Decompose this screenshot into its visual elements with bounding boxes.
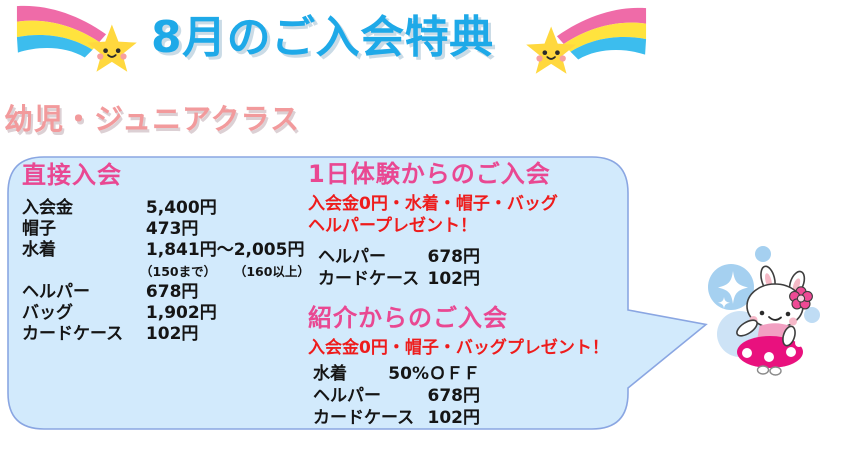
gift-description: 入会金0円・水着・帽子・バッグ ヘルパープレゼント！ bbox=[308, 193, 558, 237]
price-row: 入会金 5,400円 bbox=[22, 198, 312, 219]
price-label: ヘルパー bbox=[313, 386, 381, 406]
class-heading: 幼児・ジュニアクラス bbox=[4, 102, 300, 136]
price-label: カードケース bbox=[313, 408, 415, 428]
price-label: バッグ bbox=[22, 303, 73, 323]
section-direct-enrollment: 直接入会 入会金 5,400円 帽子 473円 水着 1,841円～2,005円… bbox=[22, 161, 312, 345]
price-label: カードケース bbox=[318, 269, 420, 289]
price-label: カードケース bbox=[22, 324, 124, 344]
price-label: 帽子 bbox=[22, 219, 56, 239]
price-row: ヘルパー 678円 bbox=[308, 246, 480, 268]
price-label: 入会金 bbox=[22, 198, 73, 218]
shooting-star-icon bbox=[526, 7, 647, 74]
price-value: 678円 bbox=[427, 247, 481, 267]
price-value: 1,902円 bbox=[145, 303, 217, 323]
price-row: カードケース 102円 bbox=[308, 268, 480, 290]
price-value: 102円 bbox=[427, 269, 481, 289]
gift-line: 入会金0円・水着・帽子・バッグ bbox=[308, 194, 558, 214]
price-row: 水着 50%ＯＦＦ bbox=[308, 363, 480, 385]
speech-bubble bbox=[7, 156, 708, 430]
price-row: 帽子 473円 bbox=[22, 219, 312, 240]
gift-line: ヘルパープレゼント！ bbox=[308, 216, 477, 236]
price-value: 102円 bbox=[145, 324, 199, 344]
section-heading: 直接入会 bbox=[22, 161, 122, 189]
page-title: 8月のご入会特典 bbox=[151, 12, 494, 63]
price-row: カードケース 102円 bbox=[22, 324, 312, 345]
price-list: 入会金 5,400円 帽子 473円 水着 1,841円～2,005円 （150… bbox=[22, 198, 312, 345]
price-label: 水着 bbox=[22, 240, 56, 260]
price-row: ヘルパー 678円 bbox=[22, 282, 312, 303]
section-heading: 1日体験からのご入会 bbox=[308, 160, 551, 188]
price-value: 50%ＯＦＦ bbox=[388, 364, 480, 384]
price-row: ヘルパー 678円 bbox=[308, 385, 480, 407]
size-note-large: （160以上） bbox=[240, 264, 310, 279]
section-trial-enrollment: 1日体験からのご入会 入会金0円・水着・帽子・バッグ ヘルパープレゼント！ ヘル… bbox=[308, 160, 558, 290]
size-note-small: （150まで） bbox=[140, 264, 217, 279]
size-note: （150まで） （160以上） bbox=[22, 261, 312, 282]
price-value: 1,841円～2,005円 bbox=[145, 240, 305, 260]
gift-description: 入会金0円・帽子・バッグプレゼント！ bbox=[308, 337, 609, 359]
price-list: 水着 50%ＯＦＦ ヘルパー 678円 カードケース 102円 bbox=[308, 363, 538, 429]
shooting-star-icon bbox=[16, 5, 137, 72]
price-list: ヘルパー 678円 カードケース 102円 bbox=[308, 246, 538, 290]
price-label: ヘルパー bbox=[22, 282, 90, 302]
section-heading: 紹介からのご入会 bbox=[308, 304, 508, 332]
gift-line: 入会金0円・帽子・バッグプレゼント！ bbox=[308, 338, 609, 358]
price-row: カードケース 102円 bbox=[308, 407, 480, 429]
rabbit-with-swim-ring-icon bbox=[708, 246, 820, 376]
price-label: ヘルパー bbox=[318, 247, 386, 267]
price-label: 水着 bbox=[313, 364, 347, 384]
price-value: 5,400円 bbox=[145, 198, 217, 218]
price-row: バッグ 1,902円 bbox=[22, 303, 312, 324]
price-value: 678円 bbox=[145, 282, 199, 302]
price-value: 678円 bbox=[427, 386, 481, 406]
price-value: 102円 bbox=[427, 408, 481, 428]
price-row: 水着 1,841円～2,005円 bbox=[22, 240, 312, 261]
price-value: 473円 bbox=[145, 219, 199, 239]
section-referral-enrollment: 紹介からのご入会 入会金0円・帽子・バッグプレゼント！ 水着 50%ＯＦＦ ヘル… bbox=[308, 304, 609, 429]
